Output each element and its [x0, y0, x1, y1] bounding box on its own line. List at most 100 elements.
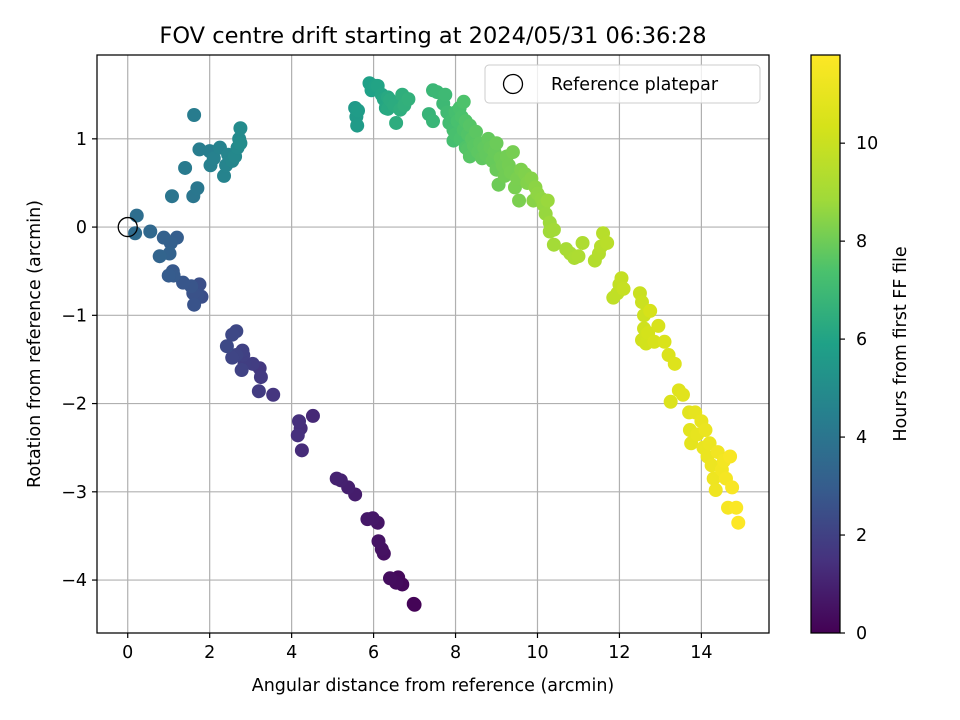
colorbar-tick-label: 10	[856, 134, 878, 154]
data-point	[616, 281, 631, 296]
data-point	[546, 222, 561, 237]
data-point	[456, 94, 471, 109]
data-point	[351, 103, 366, 118]
data-point	[663, 394, 678, 409]
x-axis-ticks: 0 2 4 6 8 10 12 14	[122, 633, 713, 663]
data-point	[234, 363, 249, 378]
data-point	[438, 87, 453, 102]
data-point	[675, 387, 690, 402]
data-point	[294, 443, 309, 458]
reference-platepar-marker	[117, 216, 138, 238]
x-tick-label: 0	[122, 643, 133, 663]
data-point	[290, 428, 305, 443]
x-axis-label: Angular distance from reference (arcmin)	[252, 676, 615, 696]
data-point	[512, 193, 527, 208]
reference-marker-layer	[117, 216, 138, 238]
data-point	[505, 145, 520, 160]
y-tick-label: −1	[61, 306, 87, 326]
colorbar-ticks: 0 2 4 6 8 10	[840, 134, 878, 644]
data-point	[178, 160, 193, 175]
data-point	[187, 108, 202, 123]
x-tick-label: 2	[204, 643, 215, 663]
data-point	[360, 512, 375, 527]
data-point	[233, 136, 248, 151]
data-point	[164, 189, 179, 204]
data-point	[253, 370, 268, 385]
data-points	[128, 76, 746, 612]
y-tick-label: −2	[61, 395, 87, 415]
x-tick-label: 14	[690, 643, 712, 663]
data-point	[546, 237, 561, 252]
data-point	[643, 303, 658, 318]
x-tick-label: 6	[368, 643, 379, 663]
plot-area-frame	[96, 54, 770, 634]
data-point	[143, 224, 158, 239]
data-point	[329, 471, 344, 486]
colorbar-tick-label: 6	[856, 330, 867, 350]
data-point	[571, 249, 586, 264]
x-tick-label: 12	[608, 643, 630, 663]
data-point	[731, 515, 746, 530]
data-point	[382, 571, 397, 586]
chart-title: FOV centre drift starting at 2024/05/31 …	[159, 23, 706, 49]
gridlines	[97, 55, 769, 633]
colorbar	[810, 54, 841, 634]
data-point	[233, 121, 248, 136]
data-point	[225, 350, 240, 365]
y-tick-label: −3	[61, 483, 87, 503]
data-point	[206, 151, 221, 166]
data-point	[647, 334, 662, 349]
data-point	[251, 384, 266, 399]
data-point	[469, 124, 484, 139]
colorbar-label: Hours from first FF file	[891, 246, 911, 441]
colorbar-tick-label: 2	[856, 526, 867, 546]
data-point	[725, 480, 740, 495]
x-tick-label: 8	[450, 643, 461, 663]
data-point	[225, 327, 240, 342]
data-point	[156, 230, 171, 245]
colorbar-tick-label: 0	[856, 624, 867, 644]
data-point	[575, 235, 590, 250]
y-tick-label: 1	[76, 130, 87, 150]
data-point	[489, 136, 504, 151]
data-point	[129, 208, 144, 223]
data-point	[350, 118, 365, 133]
data-point	[152, 249, 167, 264]
legend-box	[484, 64, 761, 104]
data-point	[219, 339, 234, 354]
legend-marker-open-circle	[502, 73, 524, 95]
data-point	[600, 235, 615, 250]
y-axis-label: Rotation from reference (arcmin)	[25, 200, 45, 488]
x-tick-label: 4	[286, 643, 297, 663]
data-point	[190, 181, 205, 196]
data-point	[187, 297, 202, 312]
data-point	[651, 318, 666, 333]
legend: Reference platepar	[484, 64, 761, 104]
data-point	[161, 268, 176, 283]
data-point	[401, 92, 416, 107]
x-tick-label: 10	[526, 643, 548, 663]
data-point	[426, 114, 440, 129]
colorbar-tick-label: 8	[856, 232, 867, 252]
y-tick-label: 0	[76, 218, 87, 238]
data-point	[389, 115, 404, 130]
y-tick-label: −4	[61, 571, 87, 591]
data-point	[657, 334, 672, 349]
data-point	[634, 295, 649, 310]
data-point	[292, 414, 307, 429]
data-point	[706, 471, 721, 486]
data-point	[406, 596, 421, 611]
data-point	[217, 168, 232, 183]
data-point	[729, 500, 744, 515]
data-point	[702, 436, 717, 451]
data-point	[723, 449, 738, 464]
legend-entry-label: Reference platepar	[551, 75, 719, 95]
data-point	[371, 534, 386, 549]
data-point	[266, 387, 281, 402]
data-point	[614, 271, 629, 286]
y-axis-ticks: −4 −3 −2 −1 0 1	[61, 130, 97, 591]
data-point	[667, 356, 682, 371]
data-point	[540, 193, 555, 208]
data-point	[698, 423, 713, 438]
